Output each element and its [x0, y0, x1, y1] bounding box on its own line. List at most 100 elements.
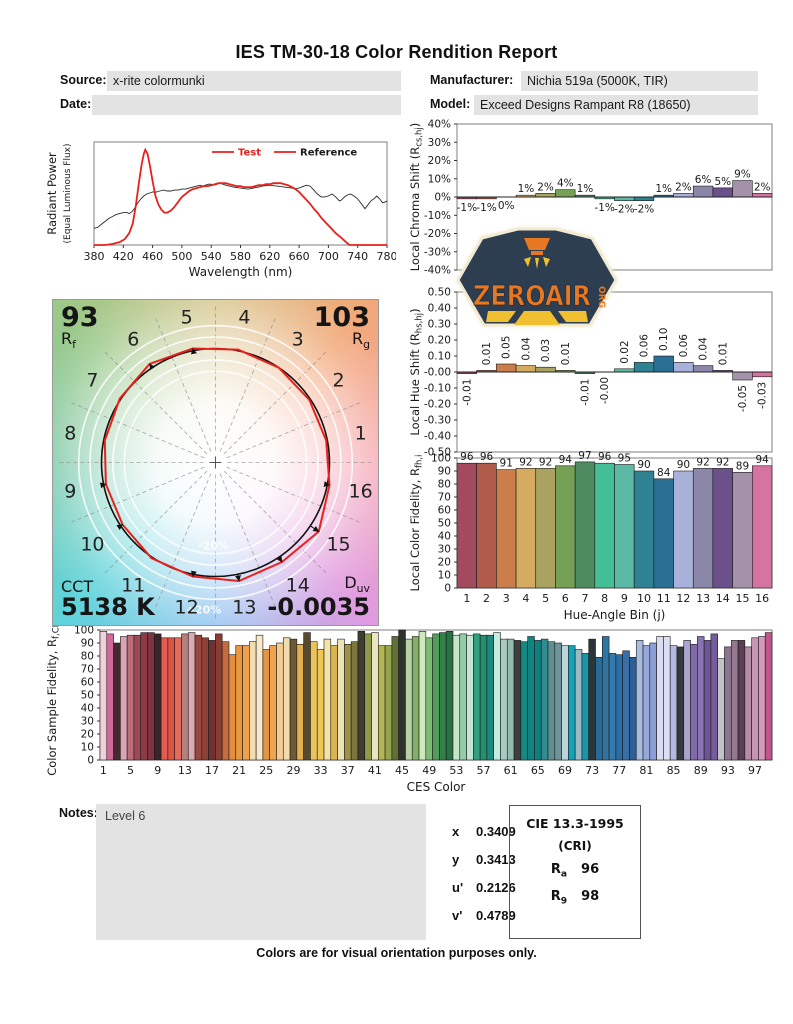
svg-text:-0.20: -0.20 — [424, 399, 451, 411]
svg-text:89: 89 — [736, 460, 749, 472]
svg-text:1%: 1% — [577, 183, 594, 195]
svg-text:Wavelength (nm): Wavelength (nm) — [189, 265, 293, 279]
svg-text:0: 0 — [444, 583, 451, 595]
svg-text:90: 90 — [637, 459, 650, 471]
svg-text:90: 90 — [438, 466, 451, 478]
svg-text:81: 81 — [639, 764, 653, 777]
svg-text:49: 49 — [422, 764, 436, 777]
zeroair-watermark-logo: ZEROAIR ORG — [456, 227, 618, 327]
manufacturer-label: Manufacturer: — [430, 73, 514, 87]
svg-text:0.30: 0.30 — [428, 319, 451, 331]
svg-text:1: 1 — [355, 423, 367, 445]
svg-text:73: 73 — [585, 764, 599, 777]
svg-text:93: 93 — [721, 764, 735, 777]
svg-text:41: 41 — [368, 764, 382, 777]
svg-text:7: 7 — [86, 369, 98, 391]
svg-text:-1%: -1% — [594, 202, 614, 214]
svg-text:14: 14 — [286, 575, 310, 597]
source-value: x-rite colormunki — [107, 71, 401, 91]
svg-text:95: 95 — [618, 453, 631, 465]
svg-text:0.04: 0.04 — [698, 337, 710, 361]
cri-subtitle: (CRI) — [558, 839, 592, 853]
svg-text:97: 97 — [748, 764, 762, 777]
svg-text:96: 96 — [598, 451, 612, 463]
cct-value: CCT 5138 K — [61, 577, 155, 621]
svg-text:60: 60 — [81, 677, 94, 689]
svg-text:16: 16 — [755, 592, 769, 605]
svg-text:460: 460 — [142, 250, 163, 263]
svg-text:0.01: 0.01 — [717, 342, 729, 365]
svg-text:-2%: -2% — [634, 204, 654, 216]
svg-text:5: 5 — [542, 592, 549, 605]
svg-text:-2%: -2% — [614, 204, 634, 216]
svg-text:660: 660 — [289, 250, 310, 263]
chromaticity-v: v' 0.4789 — [452, 908, 516, 923]
notes-field: Level 6 — [96, 804, 426, 940]
svg-text:0%: 0% — [498, 200, 515, 212]
svg-text:13: 13 — [178, 764, 192, 777]
svg-text:-0.30: -0.30 — [424, 415, 451, 427]
svg-text:13: 13 — [696, 592, 710, 605]
svg-text:40%: 40% — [428, 119, 451, 131]
cri-title: CIE 13.3-1995 — [526, 816, 624, 831]
svg-text:80: 80 — [438, 479, 451, 491]
svg-text:69: 69 — [558, 764, 572, 777]
svg-text:40: 40 — [81, 703, 94, 715]
r9-row: R9 98 — [550, 888, 600, 907]
svg-text:-1%: -1% — [457, 202, 477, 214]
svg-text:-1%: -1% — [476, 202, 496, 214]
svg-text:0.03: 0.03 — [540, 339, 552, 362]
svg-text:Radiant Power: Radiant Power — [45, 152, 59, 235]
svg-text:-10%: -10% — [424, 210, 451, 222]
svg-text:-0.00: -0.00 — [599, 377, 611, 404]
svg-text:15: 15 — [735, 592, 749, 605]
svg-text:10: 10 — [438, 570, 451, 582]
svg-text:10: 10 — [637, 592, 651, 605]
duv-value: Duv -0.0035 — [267, 572, 370, 621]
svg-text:8: 8 — [601, 592, 608, 605]
svg-text:9: 9 — [154, 764, 161, 777]
svg-text:-30%: -30% — [424, 246, 451, 258]
svg-text:91: 91 — [500, 458, 513, 470]
model-value: Exceed Designs Rampant R8 (18650) — [474, 95, 758, 115]
svg-text:5%: 5% — [714, 176, 731, 188]
svg-text:57: 57 — [477, 764, 491, 777]
svg-text:-0.00: -0.00 — [424, 367, 451, 379]
spectral-power-chart: 380 420 460 500 540 580 620 660 700 740 780 Wavelen… — [45, 141, 396, 279]
chromaticity-u: u' 0.2126 — [452, 880, 516, 895]
svg-text:Local Hue Shift (Rhs,hj): Local Hue Shift (Rhs,hj) — [408, 308, 425, 435]
light-beams — [486, 311, 588, 325]
svg-text:94: 94 — [559, 454, 573, 466]
svg-text:Color Sample Fidelity, Rf,CESi: Color Sample Fidelity, Rf,CESi — [45, 622, 62, 776]
svg-text:45: 45 — [395, 764, 409, 777]
ra-row: Ra 96 — [550, 862, 600, 880]
svg-text:9: 9 — [64, 480, 76, 502]
svg-text:12: 12 — [676, 592, 690, 605]
svg-text:92: 92 — [519, 456, 532, 468]
svg-text:420: 420 — [113, 250, 134, 263]
footer-disclaimer: Colors are for visual orientation purpos… — [256, 946, 537, 960]
svg-text:-20%: -20% — [424, 228, 451, 240]
svg-text:0.04: 0.04 — [520, 337, 532, 361]
color-vector-graphic: -20% +20% 1 2 3 4 5 6 7 8 9 10 11 12 13 14 15 16 93 Rf 10… — [52, 299, 379, 626]
svg-text:2%: 2% — [537, 181, 554, 193]
svg-text:0.20: 0.20 — [428, 335, 451, 347]
svg-text:92: 92 — [696, 456, 709, 468]
svg-text:65: 65 — [531, 764, 545, 777]
svg-text:3: 3 — [292, 328, 304, 350]
svg-text:2%: 2% — [675, 181, 692, 193]
svg-text:+20%: +20% — [186, 603, 222, 616]
svg-text:-0.01: -0.01 — [579, 379, 591, 406]
manufacturer-value: Nichia 519a (5000K, TIR) — [521, 71, 758, 91]
svg-text:5: 5 — [127, 764, 134, 777]
svg-text:92: 92 — [716, 456, 729, 468]
svg-text:0.01: 0.01 — [560, 342, 572, 365]
svg-text:29: 29 — [286, 764, 300, 777]
rf-score: 93 Rf — [61, 302, 99, 352]
svg-text:25: 25 — [259, 764, 273, 777]
svg-text:6: 6 — [127, 328, 139, 350]
svg-text:16: 16 — [349, 480, 373, 502]
svg-text:(Equal Luminous Flux): (Equal Luminous Flux) — [63, 143, 73, 243]
